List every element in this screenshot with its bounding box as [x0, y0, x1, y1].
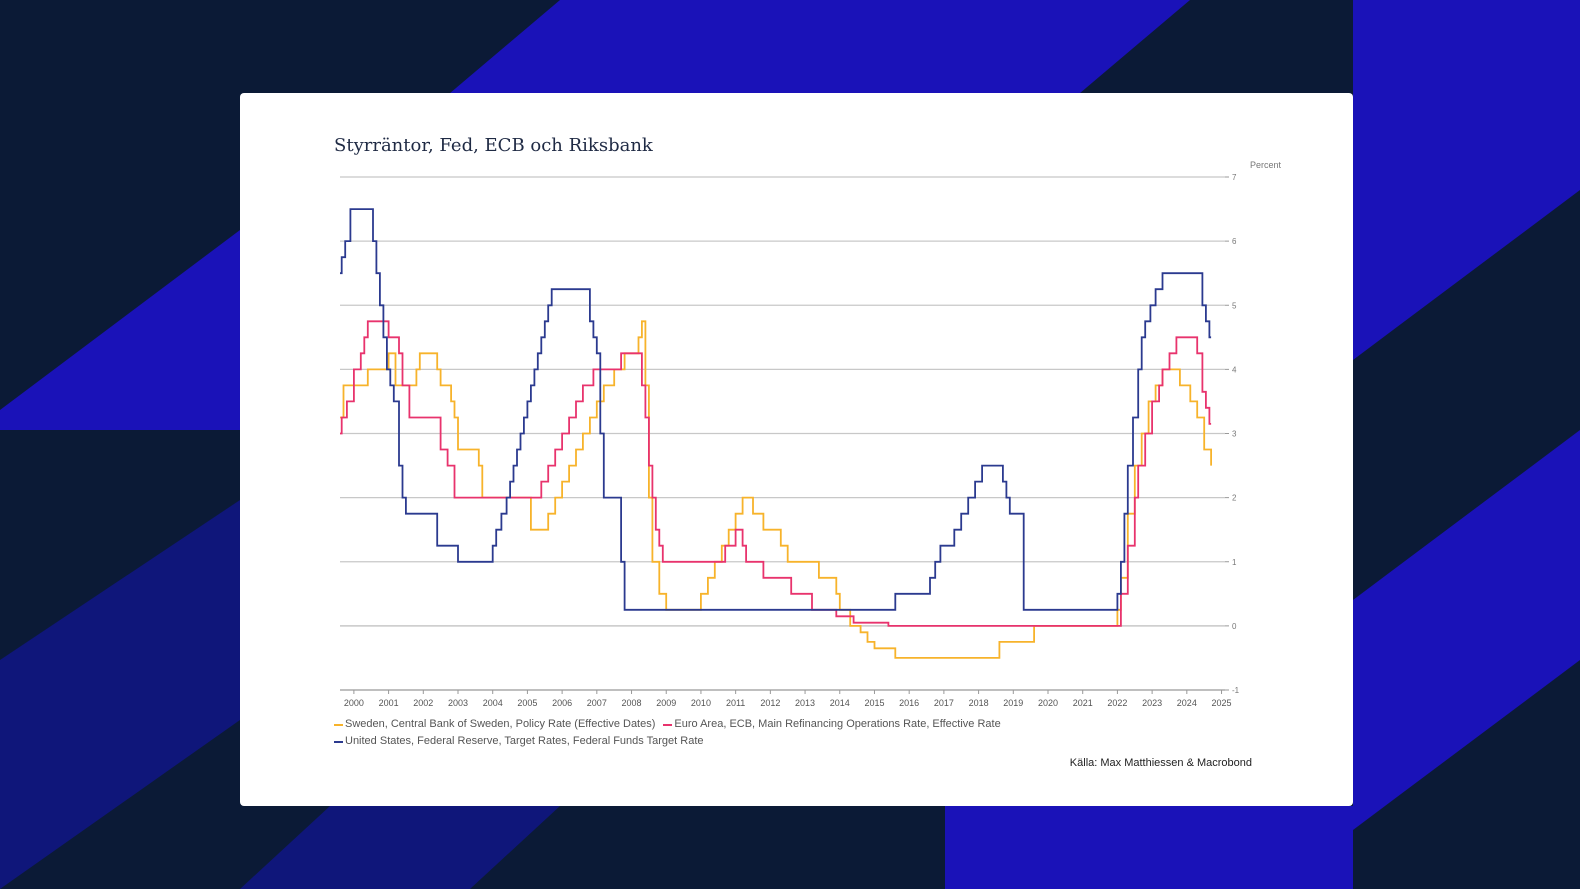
x-tick-label: 2007 — [587, 698, 607, 708]
chart-title: Styrräntor, Fed, ECB och Riksbank — [334, 135, 653, 156]
legend-label-ecb: Euro Area, ECB, Main Refinancing Operati… — [674, 718, 1001, 730]
y-tick-label: -1 — [1232, 686, 1240, 695]
y-tick-label: 3 — [1232, 430, 1237, 439]
x-tick-label: 2015 — [864, 698, 884, 708]
y-tick-label: 1 — [1232, 558, 1237, 567]
x-tick-label: 2011 — [726, 698, 745, 708]
background-stripe — [240, 806, 560, 889]
x-tick-label: 2017 — [934, 698, 954, 708]
x-tick-label: 2009 — [656, 698, 676, 708]
background-stripe — [1270, 0, 1580, 360]
y-tick-label: 5 — [1232, 301, 1237, 310]
background-stripe — [1353, 430, 1580, 830]
legend-item-fed: United States, Federal Reserve, Target R… — [334, 733, 704, 750]
x-tick-label: 2024 — [1177, 698, 1197, 708]
background-stripe — [0, 230, 240, 430]
x-tick-label: 2005 — [517, 698, 537, 708]
x-tick-label: 2012 — [760, 698, 780, 708]
x-tick-label: 2008 — [622, 698, 642, 708]
x-tick-label: 2018 — [969, 698, 989, 708]
chart-series — [340, 208, 1212, 659]
y-axis-label: Percent — [1250, 160, 1282, 170]
x-tick-label: 2001 — [379, 698, 399, 708]
legend-swatch-ecb — [663, 723, 673, 726]
x-tick-label: 2014 — [830, 698, 850, 708]
x-tick-label: 2025 — [1212, 698, 1232, 708]
background-stripe — [945, 806, 1353, 889]
x-tick-label: 2006 — [552, 698, 572, 708]
legend-item-sweden: Sweden, Central Bank of Sweden, Policy R… — [334, 716, 655, 733]
y-axis: 7 6 5 4 3 2 1 0 -1 — [1225, 173, 1240, 695]
series-line-ecb — [340, 320, 1212, 627]
x-tick-label: 2010 — [691, 698, 711, 708]
series-line-sweden — [340, 320, 1212, 659]
x-tick-label: 2016 — [899, 698, 919, 708]
x-tick-label: 2019 — [1003, 698, 1023, 708]
chart-grid — [340, 176, 1225, 691]
x-tick-label: 2020 — [1038, 698, 1058, 708]
legend-swatch-sweden — [334, 723, 343, 726]
x-tick-label: 2003 — [448, 698, 468, 708]
x-tick-label: 2023 — [1142, 698, 1162, 708]
chart-legend: Sweden, Central Bank of Sweden, Policy R… — [334, 716, 1001, 750]
background-stripe — [430, 0, 1190, 110]
legend-swatch-fed — [334, 740, 343, 743]
legend-label-fed: United States, Federal Reserve, Target R… — [345, 735, 704, 747]
x-tick-label: 2021 — [1073, 698, 1093, 708]
chart-card: Styrräntor, Fed, ECB och Riksbank 7 6 5 4 3 2… — [240, 93, 1353, 806]
legend-item-ecb: Euro Area, ECB, Main Refinancing Operati… — [663, 716, 1001, 733]
y-tick-label: 6 — [1232, 237, 1237, 246]
x-tick-label: 2000 — [344, 698, 364, 708]
x-tick-label: 2022 — [1107, 698, 1127, 708]
x-tick-label: 2002 — [413, 698, 433, 708]
y-tick-label: 0 — [1232, 622, 1237, 631]
legend-label-sweden: Sweden, Central Bank of Sweden, Policy R… — [345, 718, 656, 730]
background-stripe — [0, 500, 240, 889]
y-tick-label: 4 — [1232, 365, 1237, 374]
x-tick-label: 2004 — [483, 698, 503, 708]
y-tick-label: 2 — [1232, 494, 1237, 503]
y-tick-label: 7 — [1232, 173, 1237, 182]
x-axis: 2000 2001 2002 2003 2004 2005 2006 2007 2008 2009… — [344, 690, 1232, 708]
source-note: Källa: Max Matthiessen & Macrobond — [1069, 757, 1252, 769]
series-line-fed — [340, 208, 1212, 611]
x-tick-label: 2013 — [795, 698, 815, 708]
